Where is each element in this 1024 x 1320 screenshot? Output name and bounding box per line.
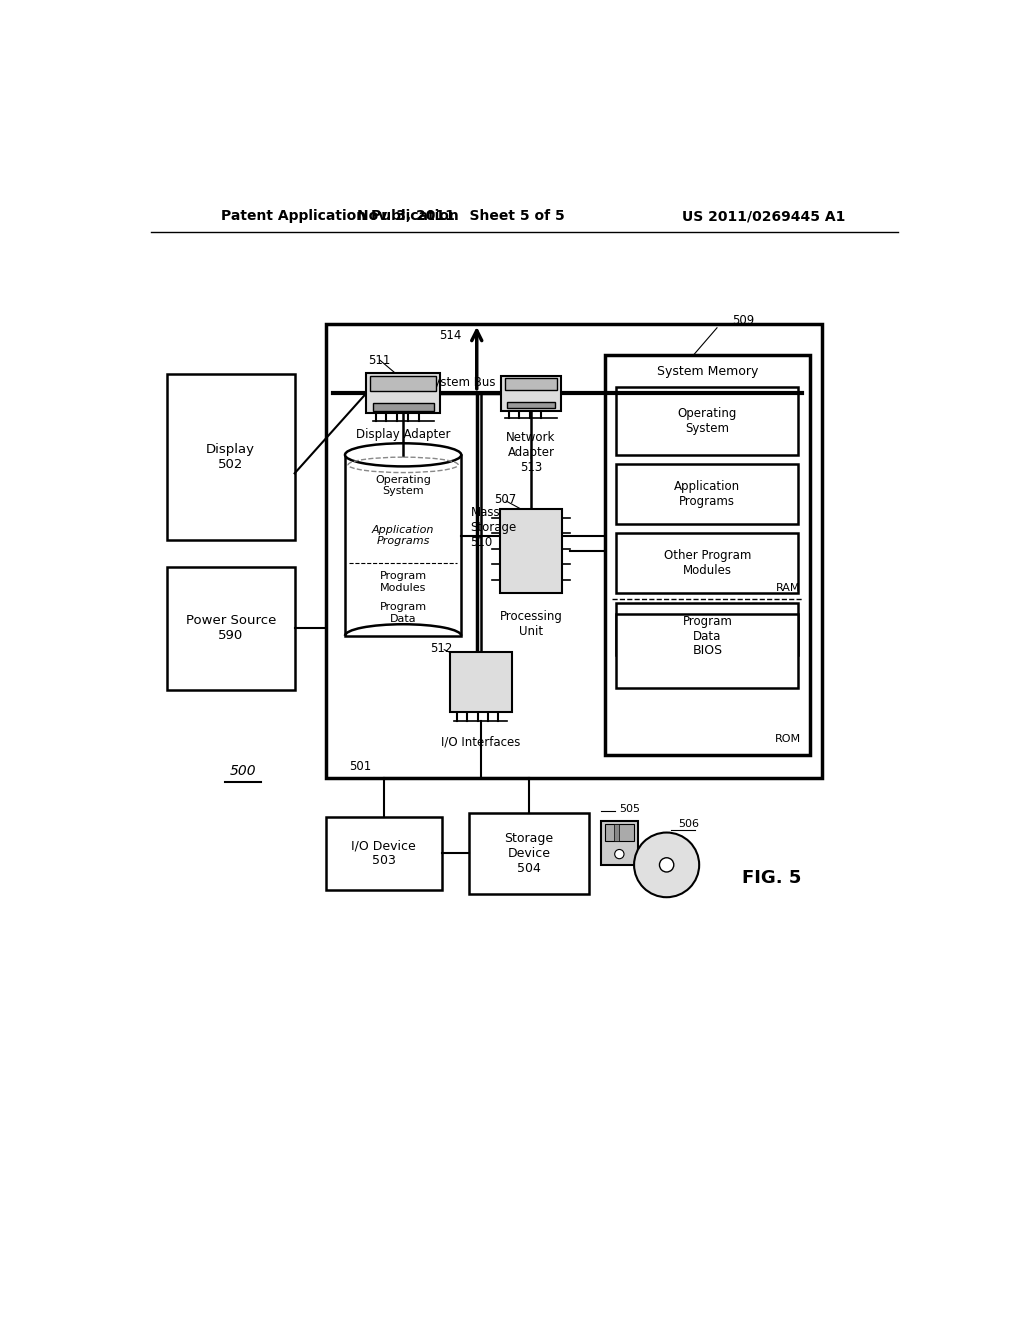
Text: Other Program
Modules: Other Program Modules [664,549,751,577]
Bar [326,323,821,779]
Bar [616,614,799,688]
Text: Operating
System: Operating System [678,407,737,436]
Text: Nov. 3, 2011   Sheet 5 of 5: Nov. 3, 2011 Sheet 5 of 5 [357,209,565,223]
Bar [167,566,295,689]
Bar [500,508,562,594]
Bar [616,603,799,655]
Text: Application
Programs: Application Programs [372,525,434,546]
Text: Processing
Unit: Processing Unit [500,610,562,639]
Text: Application
Programs: Application Programs [674,480,740,508]
Bar [501,376,561,411]
Text: Network
Adapter
513: Network Adapter 513 [506,432,556,474]
Bar [326,817,442,890]
Bar [450,652,512,711]
Text: 507: 507 [494,492,516,506]
Bar [613,825,620,841]
Bar [601,821,638,866]
Text: Display Adapter: Display Adapter [356,428,451,441]
Bar [469,813,589,894]
Text: Power Source
590: Power Source 590 [185,614,275,642]
Text: 512: 512 [430,642,453,655]
Text: Storage
Device
504: Storage Device 504 [505,832,554,875]
Bar [604,825,634,841]
Bar [373,404,434,411]
Bar [367,374,440,413]
Text: 500: 500 [229,763,256,777]
Text: 501: 501 [349,760,371,774]
Text: I/O Interfaces: I/O Interfaces [441,735,520,748]
Bar [616,465,799,524]
Text: Program
Modules: Program Modules [380,572,427,593]
Text: System Memory: System Memory [656,366,758,379]
Text: System Bus: System Bus [427,376,496,389]
Text: Program
Data: Program Data [380,602,427,623]
Bar [505,379,557,389]
Text: Operating
System: Operating System [375,475,431,496]
Bar [604,355,810,755]
Text: RAM: RAM [776,583,801,593]
Text: Display
502: Display 502 [206,442,255,471]
Bar [167,374,295,540]
Text: Patent Application Publication: Patent Application Publication [221,209,459,223]
Text: US 2011/0269445 A1: US 2011/0269445 A1 [682,209,845,223]
Bar [371,376,436,391]
Circle shape [614,850,624,859]
Text: FIG. 5: FIG. 5 [741,870,801,887]
Bar [507,403,555,408]
Text: 508: 508 [392,378,414,388]
Circle shape [659,858,674,873]
Bar [616,533,799,594]
Bar [616,387,799,455]
Text: 506: 506 [678,818,699,829]
Text: Program
Data: Program Data [682,615,732,643]
Text: Mass
Storage
510: Mass Storage 510 [471,507,517,549]
Ellipse shape [345,444,461,466]
Text: 514: 514 [439,329,461,342]
Bar [345,455,461,636]
Text: 511: 511 [369,354,390,367]
Text: BIOS: BIOS [692,644,722,657]
Text: ROM: ROM [774,734,801,743]
Text: I/O Device
503: I/O Device 503 [351,840,416,867]
Text: 505: 505 [620,804,640,814]
Circle shape [634,833,699,898]
Text: 509: 509 [732,314,755,326]
